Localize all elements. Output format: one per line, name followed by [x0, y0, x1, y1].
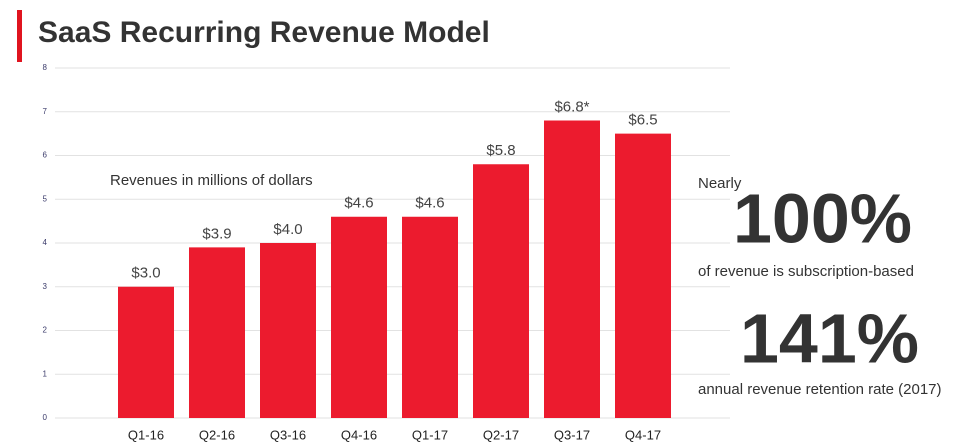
- value-label: $4.0: [273, 221, 302, 238]
- bar: [544, 120, 600, 418]
- callout-text: annual revenue retention rate (2017): [698, 381, 942, 398]
- value-label: $4.6: [344, 195, 373, 212]
- bar: [615, 133, 671, 418]
- annotation: Revenues in millions of dollars: [110, 172, 313, 189]
- bar: [189, 247, 245, 418]
- y-tick-label: 0: [43, 413, 48, 422]
- bar: [331, 216, 387, 418]
- y-tick-label: 6: [43, 151, 48, 160]
- value-label: $5.8: [486, 142, 515, 159]
- x-tick-label: Q2-17: [483, 427, 519, 442]
- x-tick-label: Q1-17: [412, 427, 448, 442]
- value-label: $6.8*: [554, 98, 589, 115]
- bar: [118, 286, 174, 418]
- x-tick-label: Q4-16: [341, 427, 377, 442]
- y-tick-label: 5: [43, 194, 48, 203]
- x-tick-label: Q4-17: [625, 427, 661, 442]
- y-tick-label: 3: [43, 282, 48, 291]
- chart-title: SaaS Recurring Revenue Model: [38, 16, 490, 49]
- x-tick-label: Q2-16: [199, 427, 235, 442]
- value-label: $4.6: [415, 195, 444, 212]
- bar: [260, 243, 316, 418]
- value-label: $3.0: [131, 265, 160, 282]
- value-label: $3.9: [202, 225, 231, 242]
- callout-figure: 141%: [740, 299, 919, 377]
- y-tick-label: 4: [43, 238, 48, 247]
- callout-prefix: Nearly: [698, 175, 742, 192]
- y-tick-label: 8: [43, 63, 48, 72]
- x-tick-label: Q3-17: [554, 427, 590, 442]
- y-tick-label: 2: [43, 326, 48, 335]
- bar: [473, 164, 529, 418]
- bar: [402, 216, 458, 418]
- x-tick-label: Q1-16: [128, 427, 164, 442]
- callout-figure: 100%: [733, 179, 912, 257]
- value-label: $6.5: [628, 112, 657, 129]
- callout-text: of revenue is subscription-based: [698, 263, 914, 280]
- x-tick-label: Q3-16: [270, 427, 306, 442]
- y-tick-label: 7: [43, 107, 48, 116]
- y-tick-label: 1: [43, 369, 48, 378]
- title-accent: [17, 10, 22, 62]
